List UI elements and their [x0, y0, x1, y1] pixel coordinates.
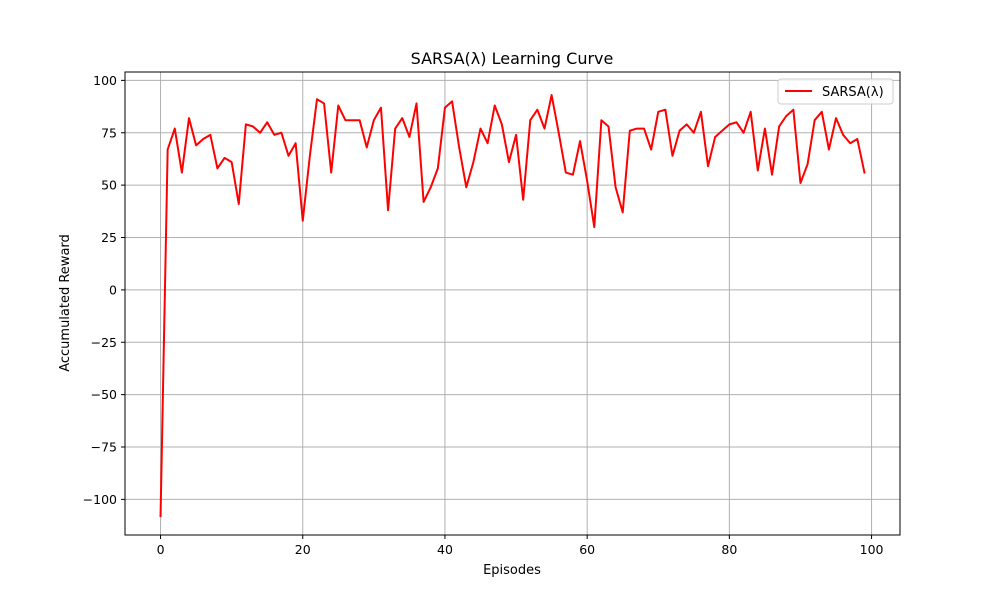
legend-box	[777, 78, 894, 105]
chart-title: SARSA(λ) Learning Curve	[411, 49, 614, 68]
y-tick-label: −100	[83, 492, 117, 507]
grid	[125, 72, 900, 535]
x-tick-label: 0	[157, 542, 165, 557]
legend: SARSA(λ)	[777, 78, 894, 105]
y-tick-label: 0	[109, 282, 117, 297]
x-tick-label: 40	[437, 542, 453, 557]
series-layer	[159, 94, 866, 518]
y-tick-label: −75	[91, 440, 117, 455]
y-tick-label: 75	[101, 125, 117, 140]
ticks: 0 20 40 60 80 100 −100 −75 −50 −25 0 25 50 75 100	[83, 73, 884, 557]
y-tick-label: −25	[91, 335, 117, 350]
y-tick-label: −50	[91, 387, 117, 402]
x-tick-label: 80	[721, 542, 737, 557]
y-tick-label: 25	[101, 230, 117, 245]
legend-label: SARSA(λ)	[822, 85, 884, 100]
x-tick-label: 20	[295, 542, 311, 557]
plot-frame	[124, 71, 901, 536]
x-tick-label: 100	[860, 542, 884, 557]
y-tick-label: 50	[101, 178, 117, 193]
x-tick-label: 60	[579, 542, 595, 557]
series-line	[159, 94, 866, 518]
x-axis-title: Episodes	[483, 563, 541, 578]
y-axis-title: Accumulated Reward	[58, 234, 73, 372]
y-tick-label: 100	[93, 73, 117, 88]
